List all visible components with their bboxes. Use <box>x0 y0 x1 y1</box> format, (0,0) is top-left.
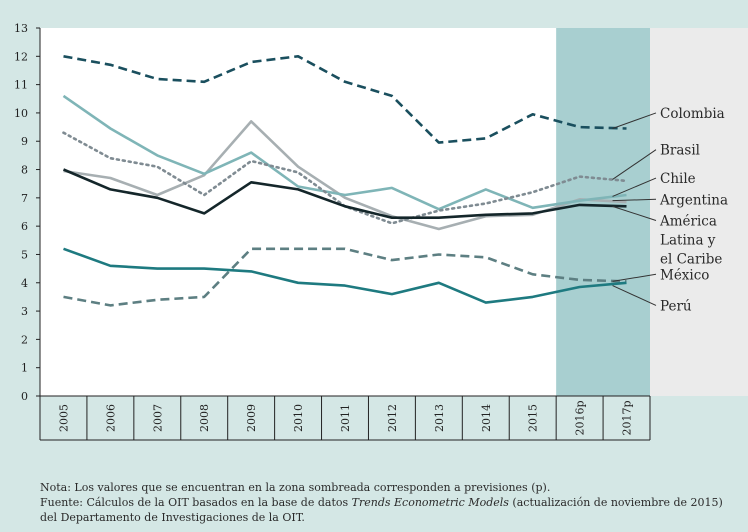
x-tick-label: 2013 <box>433 404 446 432</box>
x-tick-label: 2015 <box>527 404 540 432</box>
series-label: Perú <box>660 298 692 314</box>
series-label: Latina y <box>660 232 716 248</box>
series-leader-line <box>612 273 657 282</box>
note-source-suffix: (actualización de noviembre de 2015) <box>508 496 723 509</box>
series-line <box>63 54 627 144</box>
note-forecast: Nota: Los valores que se encuentran en l… <box>40 481 551 494</box>
series-leader-line <box>612 177 657 197</box>
y-tick-label: 4 <box>21 277 28 290</box>
series-label: el Caribe <box>660 251 722 267</box>
x-tick-label: 2008 <box>198 404 211 432</box>
series-line <box>63 247 627 307</box>
x-tick-label: 2011 <box>339 404 352 432</box>
y-tick-label: 0 <box>21 390 28 403</box>
y-tick-label: 13 <box>14 22 28 35</box>
x-tick-label: 2014 <box>480 404 493 432</box>
series-leader-line <box>612 205 657 221</box>
series-label: Brasil <box>660 143 700 159</box>
x-tick-label: 2006 <box>104 404 117 432</box>
x-tick-label: 2005 <box>57 404 70 432</box>
x-tick-label: 2007 <box>151 404 164 432</box>
series-leader-line <box>612 198 657 202</box>
series-label: América <box>659 213 717 229</box>
series-line <box>63 247 627 304</box>
plot-area <box>40 28 650 396</box>
series-line <box>62 168 627 219</box>
y-tick-label: 9 <box>21 135 28 148</box>
x-tick-label: 2012 <box>386 404 399 432</box>
y-tick-label: 5 <box>21 248 28 261</box>
note-department: del Departamento de Investigaciones de l… <box>40 511 305 524</box>
series-leader-line <box>612 112 657 129</box>
x-tick-label: 2017p <box>621 400 634 435</box>
y-tick-label: 3 <box>21 305 28 318</box>
y-tick-label: 8 <box>21 164 28 177</box>
x-tick-label: 2016p <box>574 400 587 435</box>
note-source-database: Trends Econometric Models <box>351 496 509 509</box>
y-tick-label: 10 <box>14 107 28 120</box>
y-tick-label: 1 <box>21 362 28 375</box>
x-tick-label: 2010 <box>292 404 305 432</box>
label-panel <box>650 28 748 396</box>
series-label: Colombia <box>660 106 725 122</box>
series-leader-line <box>612 285 657 306</box>
y-tick-label: 7 <box>21 192 28 205</box>
series-leader-line <box>612 149 657 180</box>
note-source: Fuente: Cálculos de la OIT basados en la… <box>40 495 740 510</box>
series-label: México <box>660 267 709 283</box>
series-line <box>62 94 627 211</box>
series-line <box>63 120 627 231</box>
y-tick-label: 12 <box>14 50 28 63</box>
series-label: Chile <box>660 171 696 187</box>
note-source-prefix: Fuente: Cálculos de la OIT basados en la… <box>40 496 352 509</box>
forecast-shading <box>556 28 650 396</box>
chart-notes: Nota: Los valores que se encuentran en l… <box>40 480 740 525</box>
y-tick-label: 2 <box>21 333 28 346</box>
series-label: Argentina <box>659 192 728 208</box>
y-tick-label: 6 <box>21 220 28 233</box>
y-tick-label: 11 <box>14 79 28 92</box>
x-tick-label: 2009 <box>245 404 258 432</box>
